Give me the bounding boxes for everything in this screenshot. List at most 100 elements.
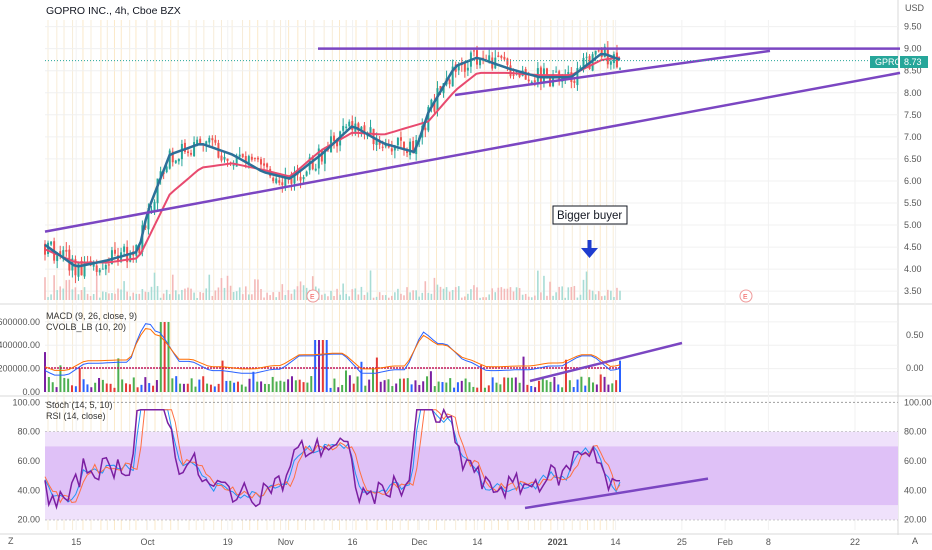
- candle-body: [238, 154, 241, 157]
- volume-bar: [105, 292, 107, 300]
- macd-tick-label: 600000.00: [0, 317, 40, 327]
- volume-bar: [132, 292, 135, 300]
- macd-histogram-bar: [240, 384, 243, 392]
- volume-bar: [162, 293, 165, 300]
- macd-histogram-bar: [263, 383, 266, 392]
- macd-histogram-bar: [94, 382, 97, 392]
- macd-histogram-bar: [449, 378, 452, 392]
- macd-histogram-bar: [476, 387, 479, 392]
- volume-bar: [171, 274, 174, 300]
- volume-bar: [65, 280, 68, 300]
- volume-bar: [68, 279, 71, 300]
- x-tick-label: Nov: [278, 537, 295, 547]
- svg-text:E: E: [743, 294, 748, 301]
- volume-bar: [324, 293, 326, 300]
- candle-body: [433, 100, 436, 112]
- stoch-right-tick-label: 80.00: [904, 427, 927, 437]
- candle-body: [402, 141, 405, 149]
- volume-bar: [266, 292, 268, 300]
- volume-bar: [175, 290, 177, 300]
- volume-bar: [369, 270, 372, 300]
- stoch-right-tick-label: 20.00: [904, 515, 927, 525]
- volume-bar: [473, 285, 475, 300]
- macd-histogram-bar: [387, 379, 390, 392]
- macd-histogram-bar: [383, 380, 386, 392]
- macd-histogram-bar: [422, 381, 425, 392]
- candle-body: [138, 246, 141, 254]
- candle-body: [83, 262, 86, 277]
- macd-histogram-bar: [619, 360, 621, 392]
- volume-bar: [108, 293, 110, 300]
- volume-bar: [147, 292, 150, 300]
- ticker-badge-label: GPRO: [875, 57, 902, 67]
- volume-bar: [187, 287, 189, 300]
- macd-histogram-bar: [55, 387, 58, 392]
- volume-bar: [95, 275, 98, 300]
- volume-bar: [616, 287, 618, 300]
- volume-bar: [257, 279, 259, 300]
- macd-histogram-bar: [518, 382, 521, 392]
- macd-histogram-bar: [67, 378, 70, 392]
- macd-histogram-bar: [399, 378, 402, 392]
- candle-body: [518, 73, 521, 77]
- volume-bar: [354, 288, 357, 300]
- currency-label: USD: [905, 3, 925, 13]
- candle-body: [381, 146, 384, 148]
- volume-bar: [150, 286, 153, 300]
- volume-bar: [479, 297, 481, 300]
- macd-histogram-bar: [182, 383, 185, 392]
- candle-body: [509, 65, 512, 77]
- candle-body: [250, 156, 253, 160]
- auto-scale-toggle[interactable]: A: [912, 536, 918, 546]
- macd-histogram-bar: [287, 379, 290, 392]
- candle-body: [439, 86, 442, 92]
- candle-body: [247, 156, 250, 164]
- macd-histogram-bar: [136, 387, 139, 392]
- macd-histogram-bar: [163, 322, 166, 392]
- macd-histogram-bar: [105, 383, 108, 392]
- volume-bar: [141, 289, 144, 300]
- log-scale-toggle[interactable]: Z: [8, 536, 14, 546]
- stoch-right-tick-label: 40.00: [904, 485, 927, 495]
- macd-histogram-bar: [171, 378, 174, 392]
- macd-histogram-bar: [603, 376, 606, 392]
- x-tick-label: Oct: [141, 537, 156, 547]
- volume-bar: [381, 295, 384, 300]
- macd-histogram-bar: [530, 386, 533, 392]
- macd-histogram-bar: [495, 382, 498, 392]
- macd-histogram-bar: [198, 379, 201, 392]
- x-tick-label: 16: [348, 537, 358, 547]
- candle-body: [369, 127, 372, 135]
- volume-bar: [351, 289, 354, 300]
- volume-bar: [290, 293, 293, 300]
- volume-bar: [491, 288, 494, 300]
- x-tick-label: 2021: [548, 537, 568, 547]
- volume-bar: [512, 291, 515, 300]
- candle-body: [150, 209, 153, 211]
- candle-body: [533, 80, 536, 83]
- macd-histogram-bar: [402, 378, 405, 392]
- candle-body: [244, 156, 247, 163]
- volume-bar: [251, 294, 253, 300]
- volume-bar: [135, 293, 138, 300]
- macd-histogram-bar: [595, 384, 598, 392]
- macd-histogram-bar: [159, 322, 162, 392]
- volume-bar: [153, 272, 156, 300]
- candle-body: [101, 268, 104, 270]
- price-tick-label: 7.00: [904, 132, 922, 142]
- volume-bar: [506, 288, 509, 300]
- volume-bar: [281, 284, 284, 300]
- macd-histogram-bar: [221, 360, 224, 392]
- macd-histogram-bar: [321, 340, 324, 392]
- candle-body: [311, 156, 314, 170]
- volume-bar: [305, 287, 308, 300]
- candle-body: [305, 171, 308, 176]
- rsi-band-fill: [45, 446, 898, 506]
- volume-bar: [470, 289, 472, 300]
- volume-bar: [44, 277, 46, 300]
- volume-bar: [460, 297, 463, 300]
- volume-bar: [600, 296, 603, 300]
- volume-bar: [585, 271, 588, 300]
- volume-bar: [190, 288, 192, 300]
- volume-bar: [436, 284, 439, 300]
